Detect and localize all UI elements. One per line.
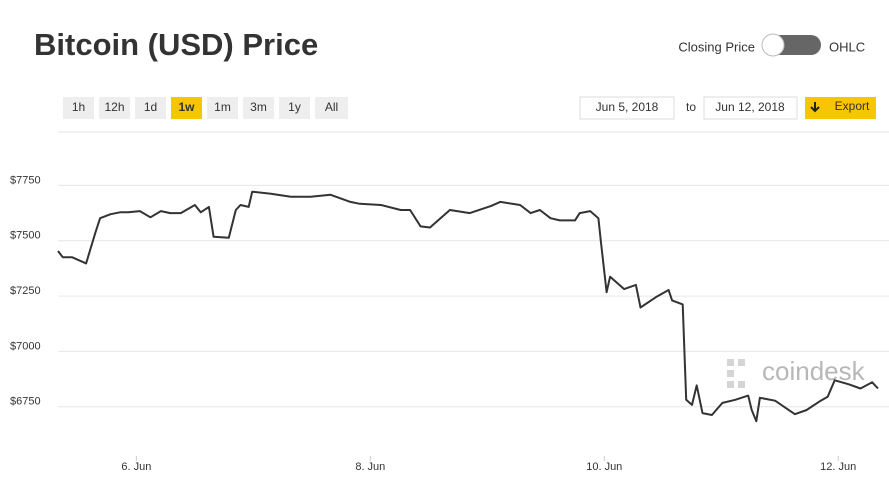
watermark-icon	[738, 381, 745, 388]
range-label: 1w	[178, 100, 195, 114]
watermark-icon	[738, 359, 745, 366]
range-button[interactable]	[63, 97, 94, 119]
watermark: coindesk	[727, 356, 866, 388]
range-button[interactable]	[315, 97, 348, 119]
range-button[interactable]	[279, 97, 310, 119]
toggle-left-label: Closing Price	[678, 39, 755, 54]
toggle-right-label: OHLC	[829, 39, 865, 54]
export-label: Export	[835, 99, 870, 113]
range-button[interactable]	[207, 97, 238, 119]
x-tick-label: 10. Jun	[586, 461, 622, 473]
y-tick-label: $7250	[10, 285, 41, 297]
title: Bitcoin (USD) Price	[34, 27, 318, 62]
y-tick-label: $7500	[10, 230, 41, 242]
range-label: 3m	[250, 100, 267, 114]
y-tick-label: $7000	[10, 340, 41, 352]
date-to-input[interactable]	[703, 96, 798, 120]
watermark-icon	[727, 381, 734, 388]
range-button[interactable]	[135, 97, 166, 119]
range-button[interactable]	[99, 97, 130, 119]
date-from: Jun 5, 2018	[596, 100, 659, 114]
toggle-knob[interactable]	[761, 33, 785, 57]
export-button[interactable]	[805, 97, 876, 119]
watermark-icon	[727, 359, 734, 366]
watermark-text: coindesk	[762, 356, 866, 386]
range-label: 12h	[104, 100, 124, 114]
y-tick-label: $7750	[10, 174, 41, 186]
range-button[interactable]	[171, 97, 202, 119]
date-to: Jun 12, 2018	[715, 100, 785, 114]
x-tick-label: 8. Jun	[355, 461, 385, 473]
x-tick-label: 6. Jun	[121, 461, 151, 473]
watermark-icon	[727, 370, 734, 377]
price-line	[57, 190, 879, 423]
range-label: All	[325, 100, 338, 114]
x-tick-label: 12. Jun	[820, 461, 856, 473]
range-label: 1h	[72, 100, 85, 114]
range-label: 1d	[144, 100, 157, 114]
range-button[interactable]	[243, 97, 274, 119]
date-from-input[interactable]	[579, 96, 675, 120]
range-label: 1y	[288, 100, 301, 114]
range-label: 1m	[214, 100, 231, 114]
date-separator: to	[686, 100, 696, 114]
y-tick-label: $6750	[10, 396, 41, 408]
export-icon	[810, 102, 820, 113]
